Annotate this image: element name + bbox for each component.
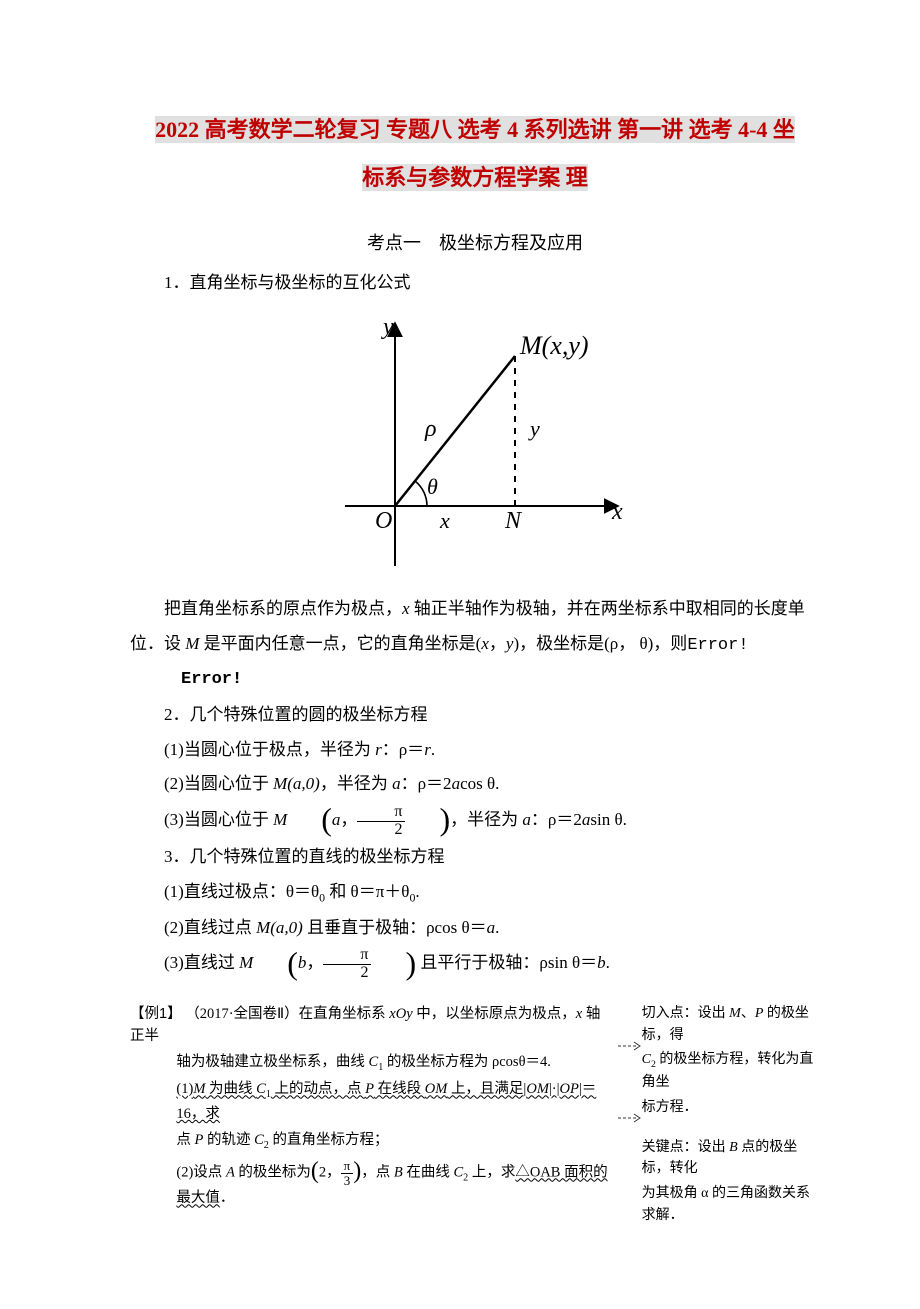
coordinate-diagram: y x M(x,y) ρ θ O x N y [130, 316, 820, 576]
svg-text:y: y [381, 316, 394, 340]
page-title: 2022 高考数学二轮复习 专题八 选考 4 系列选讲 第一讲 选考 4-4 坐… [130, 110, 820, 197]
title-line-1: 2022 高考数学二轮复习 专题八 选考 4 系列选讲 第一讲 选考 4-4 坐 [155, 116, 795, 143]
example-hints: 切入点：设出 M、P 的极坐标，得 C2 的极坐标方程，转化为直角坐 标方程． … [642, 1000, 820, 1229]
circle-eq-1: (1)当圆心位于极点，半径为 r：ρ＝r. [130, 735, 820, 766]
svg-text:N: N [504, 508, 523, 534]
svg-text:M(x,y): M(x,y) [519, 331, 589, 360]
circle-eq-3: (3)当圆心位于 M(a，π2)，半径为 a：ρ＝2asin θ. [130, 804, 820, 839]
svg-text:x: x [611, 499, 623, 525]
svg-text:y: y [528, 416, 540, 441]
example-question: 【例1】 （2017·全国卷Ⅱ）在直角坐标系 xOy 中，以坐标原点为极点，x … [130, 1000, 616, 1213]
example-1: 【例1】 （2017·全国卷Ⅱ）在直角坐标系 xOy 中，以坐标原点为极点，x … [130, 1000, 820, 1229]
para-conversion-1: 把直角坐标系的原点作为极点，x 轴正半轴作为极轴，并在两坐标系中取相同的长度单 [130, 594, 820, 625]
error-text-1: Error! [687, 636, 748, 655]
svg-text:θ: θ [427, 474, 438, 499]
para-conversion-2: 位．设 M 是平面内任意一点，它的直角坐标是(x，y)，极坐标是(ρ， θ)，则… [130, 629, 820, 662]
arrow-icon [616, 1000, 642, 1138]
svg-text:O: O [375, 508, 392, 534]
error-text-2: Error! [147, 665, 820, 696]
point-3: 3．几个特殊位置的直线的极坐标方程 [130, 842, 820, 873]
svg-text:ρ: ρ [424, 416, 437, 442]
circle-eq-2: (2)当圆心位于 M(a,0)，半径为 a：ρ＝2acos θ. [130, 769, 820, 800]
line-eq-2: (2)直线过点 M(a,0) 且垂直于极轴：ρcos θ＝a. [130, 913, 820, 944]
line-eq-3: (3)直线过 M(b，π2) 且平行于极轴：ρsin θ＝b. [130, 947, 820, 982]
title-line-2: 标系与参数方程学案 理 [362, 164, 588, 191]
svg-text:x: x [439, 508, 450, 533]
point-1: 1．直角坐标与极坐标的互化公式 [130, 268, 820, 299]
section-heading: 考点一 极坐标方程及应用 [130, 227, 820, 259]
point-2: 2．几个特殊位置的圆的极坐标方程 [130, 700, 820, 731]
line-eq-1: (1)直线过极点：θ＝θ0 和 θ＝π＋θ0. [130, 877, 820, 909]
